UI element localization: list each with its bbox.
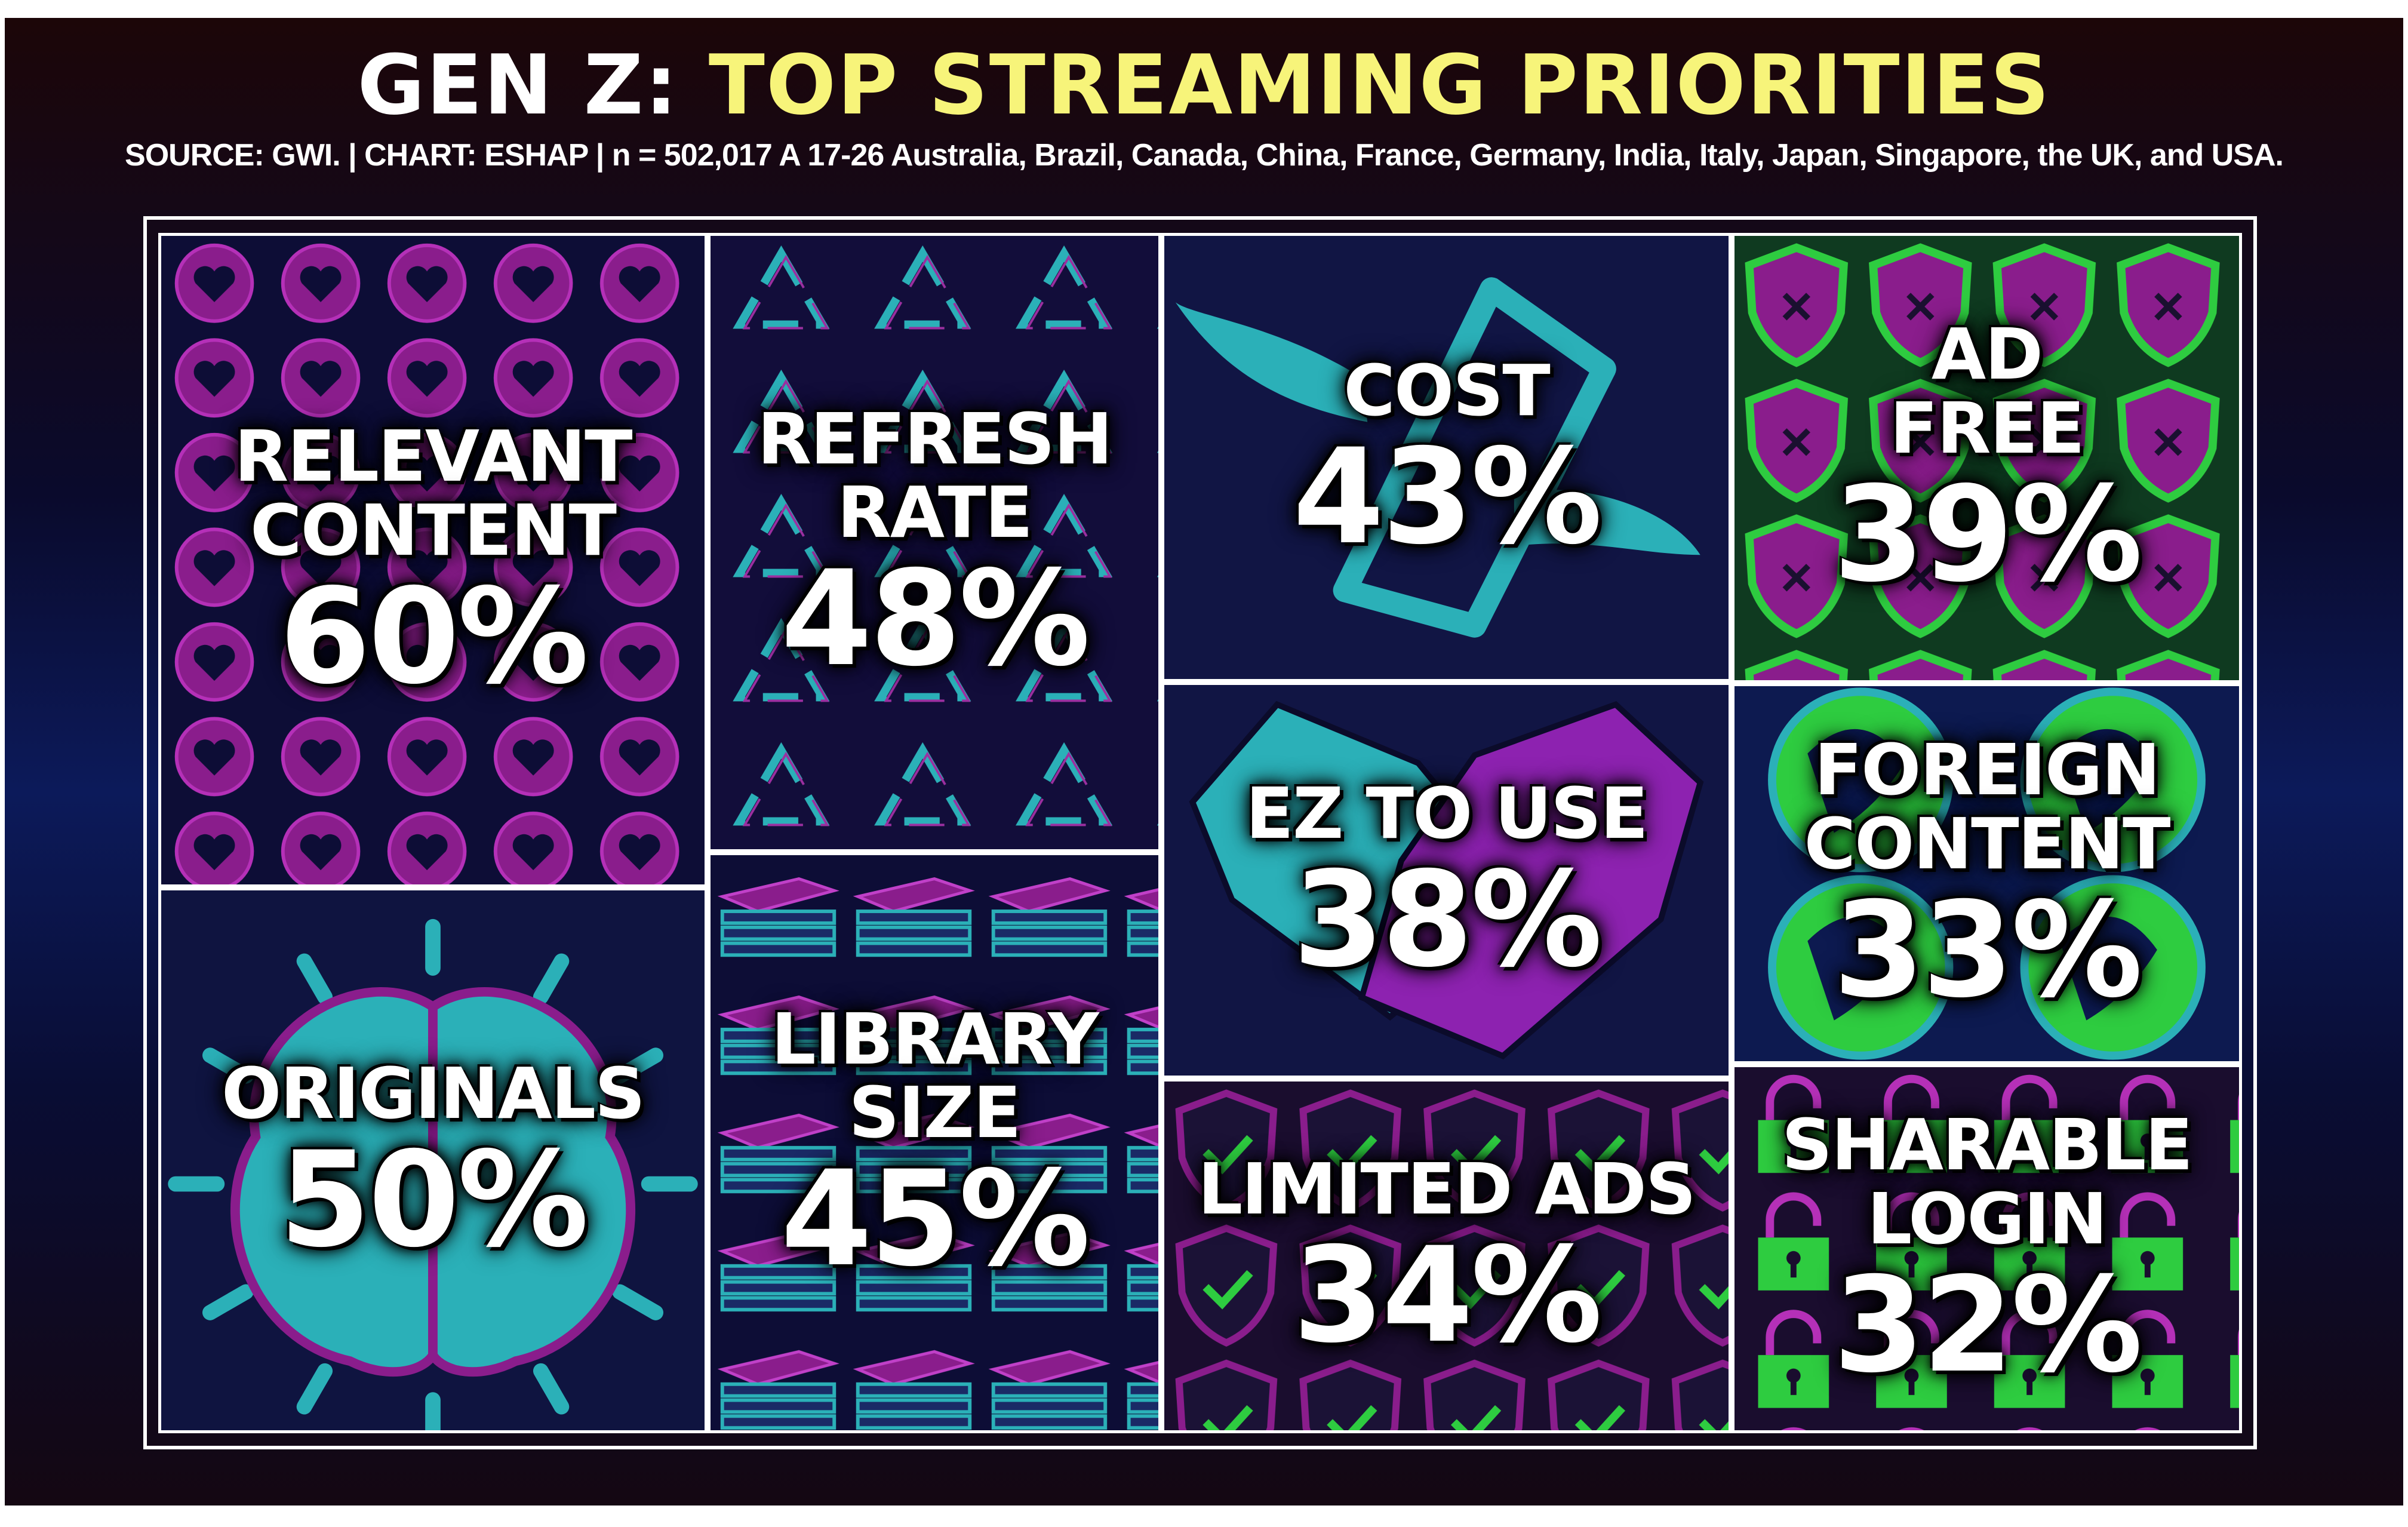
tile-label: AD FREE 39% (1735, 313, 2239, 611)
value-label: 33% (1833, 873, 2143, 1027)
value-label: 45% (780, 1142, 1091, 1296)
category-label: LIMITED ADS (1198, 1148, 1696, 1230)
padlock-icon (1735, 1067, 2239, 1430)
category-label: CONTENT (1804, 802, 2170, 885)
value-label: 34% (1293, 1218, 1603, 1372)
category-label: LOGIN (1867, 1177, 2108, 1260)
value-label: 38% (1293, 843, 1603, 996)
title-main: TOP STREAMING PRIORITIES (708, 37, 2051, 133)
tile-ad-free: AD FREE 39% (1732, 233, 2242, 683)
category-label: ORIGINALS (221, 1052, 645, 1135)
tile-label: ORIGINALS 50% (161, 1052, 705, 1276)
tile-label: EZ TO USE 38% (1164, 772, 1729, 996)
category-label: SIZE (848, 1071, 1021, 1154)
tile-library-size: LIBRARY SIZE 45% (708, 852, 1161, 1433)
chart-title: GEN Z: TOP STREAMING PRIORITIES (0, 37, 2408, 133)
heart-icon (161, 236, 705, 884)
category-label: SHARABLE (1782, 1104, 2193, 1186)
category-label: FREE (1890, 386, 2085, 469)
recycle-icon (711, 236, 1158, 849)
category-label: AD (1931, 313, 2043, 395)
brain-icon (161, 890, 705, 1430)
treemap-border (143, 216, 2257, 1449)
tile-foreign-content: FOREIGN CONTENT 33% (1732, 683, 2242, 1064)
value-label: 43% (1293, 420, 1603, 573)
category-label: REFRESH (757, 397, 1112, 480)
flying-money-icon (1164, 236, 1729, 679)
value-label: 48% (780, 542, 1091, 696)
category-label: RELEVANT (234, 415, 632, 497)
title-prefix: GEN Z: (357, 37, 679, 133)
shield-x-icon (1735, 236, 2239, 680)
book-stack-icon (711, 855, 1158, 1430)
category-label: EZ TO USE (1245, 772, 1649, 855)
tile-originals: ORIGINALS 50% (158, 887, 708, 1433)
treemap: RELEVANT CONTENT 60% ORIGINALS 50% REFRESH R… (158, 233, 2242, 1433)
tile-limited-ads: LIMITED ADS 34% (1161, 1079, 1732, 1433)
category-label: CONTENT (250, 488, 617, 572)
category-label: COST (1343, 349, 1550, 432)
chart-source-note: SOURCE: GWI. | CHART: ESHAP | n = 502,01… (125, 138, 2284, 173)
tile-label: REFRESH RATE 48% (711, 397, 1158, 696)
category-label: LIBRARY (771, 997, 1099, 1080)
value-label: 60% (279, 560, 589, 713)
tile-label: LIMITED ADS 34% (1164, 1148, 1729, 1372)
tile-refresh-rate: REFRESH RATE 48% (708, 233, 1161, 852)
value-label: 39% (1833, 457, 2143, 611)
shield-check-icon (1164, 1082, 1729, 1430)
value-label: 50% (279, 1123, 589, 1276)
category-label: RATE (837, 471, 1033, 554)
tile-label: COST 43% (1164, 354, 1729, 566)
value-label: 32% (1833, 1248, 2143, 1402)
tile-label: LIBRARY SIZE 45% (711, 997, 1158, 1296)
tile-relevant-content: RELEVANT CONTENT 60% (158, 233, 708, 887)
tile-label: SHARABLE LOGIN 32% (1735, 1108, 2239, 1394)
category-label: FOREIGN (1814, 729, 2161, 811)
tile-label: FOREIGN CONTENT 33% (1735, 733, 2239, 1019)
globe-icon (1735, 686, 2239, 1061)
handshake-icon (1164, 685, 1729, 1076)
tile-cost: COST 43% (1161, 233, 1732, 682)
tile-sharable-login: SHARABLE LOGIN 32% (1732, 1064, 2242, 1433)
tile-label: RELEVANT CONTENT 60% (161, 415, 705, 713)
tile-ez-to-use: EZ TO USE 38% (1161, 682, 1732, 1079)
